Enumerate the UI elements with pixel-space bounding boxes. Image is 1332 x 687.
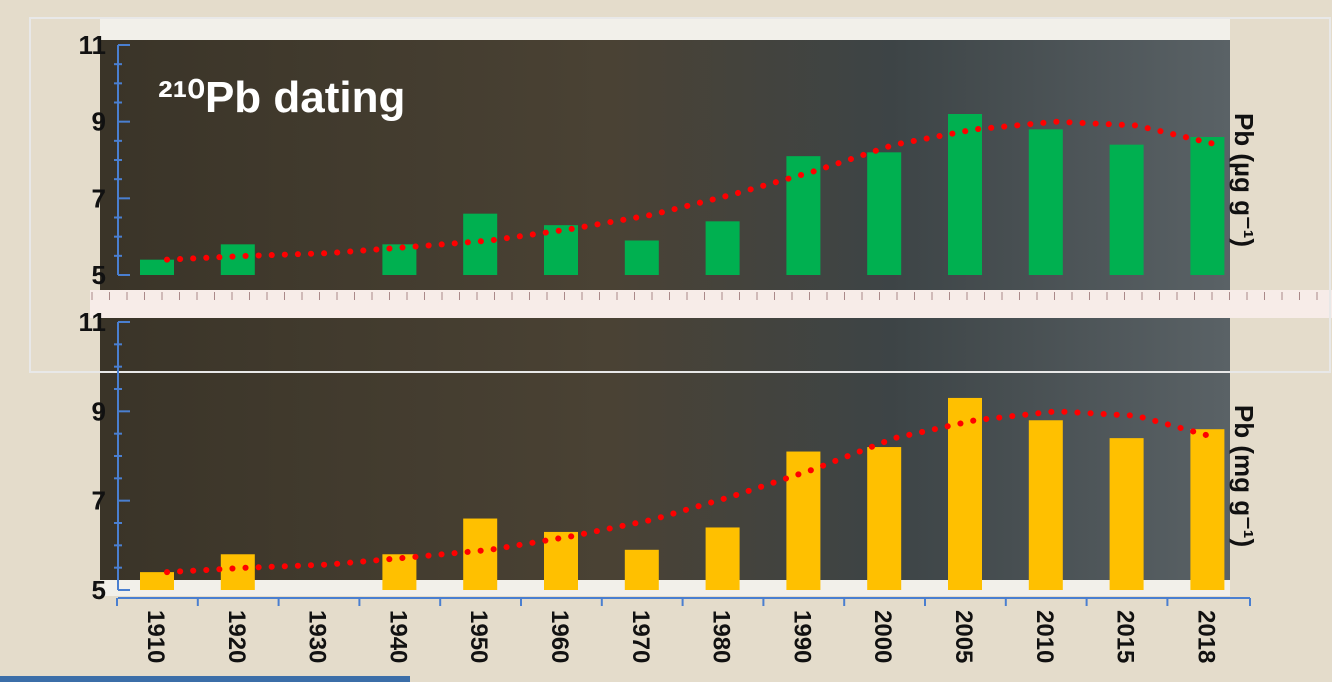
bar [544,225,578,275]
x-tick-label: 1950 [465,610,492,663]
x-tick-label: 1980 [708,610,735,663]
y-tick-label: 5 [92,575,106,605]
bar [867,152,902,275]
x-tick-label: 1920 [223,610,250,663]
y-tick-label: 5 [92,260,106,290]
x-tick-label: 2005 [950,610,977,663]
bar [705,527,740,590]
bar [1190,137,1225,275]
y-tick-label: 7 [92,183,106,213]
y-tick-label: 11 [79,307,107,337]
bar [1109,438,1144,590]
bar [624,549,659,590]
x-tick-label: 2010 [1031,610,1058,663]
frame [29,17,1331,373]
y-axis-label: Pb (mg g⁻¹) [1229,405,1259,547]
x-tick-label: 1930 [304,610,331,663]
bar [140,572,174,590]
bar [948,114,982,275]
x-tick-label: 2018 [1192,610,1219,663]
x-tick-label: 1960 [546,610,573,663]
y-axis-label: Pb (µg g⁻¹) [1229,113,1259,247]
bar [220,244,255,275]
y-tick-label: 11 [79,30,107,60]
bar [1109,144,1144,275]
bar [786,451,821,590]
y-tick-label: 9 [92,396,106,426]
bottom-strip [0,676,410,682]
bar [220,554,255,590]
x-tick-label: 2000 [869,610,896,663]
bar [1028,420,1063,590]
bar [948,397,982,590]
bar [705,221,740,275]
x-tick-label: 1940 [384,610,411,663]
bar [867,447,902,590]
bar [140,259,174,275]
bar [544,531,578,590]
x-tick-label: 1990 [788,610,815,663]
y-tick-label: 9 [92,107,106,137]
trend-line [164,118,1221,263]
chart-title: ²¹⁰Pb dating [158,73,405,122]
measuring-tape [90,290,1332,318]
x-tick-label: 1970 [627,610,654,663]
bar [624,240,659,275]
y-tick-label: 7 [92,486,106,516]
x-tick-label: 2015 [1112,610,1139,663]
bar [1190,429,1225,590]
x-tick-label: 1910 [142,610,169,663]
core-edge [100,18,1230,44]
bar [1028,129,1063,275]
